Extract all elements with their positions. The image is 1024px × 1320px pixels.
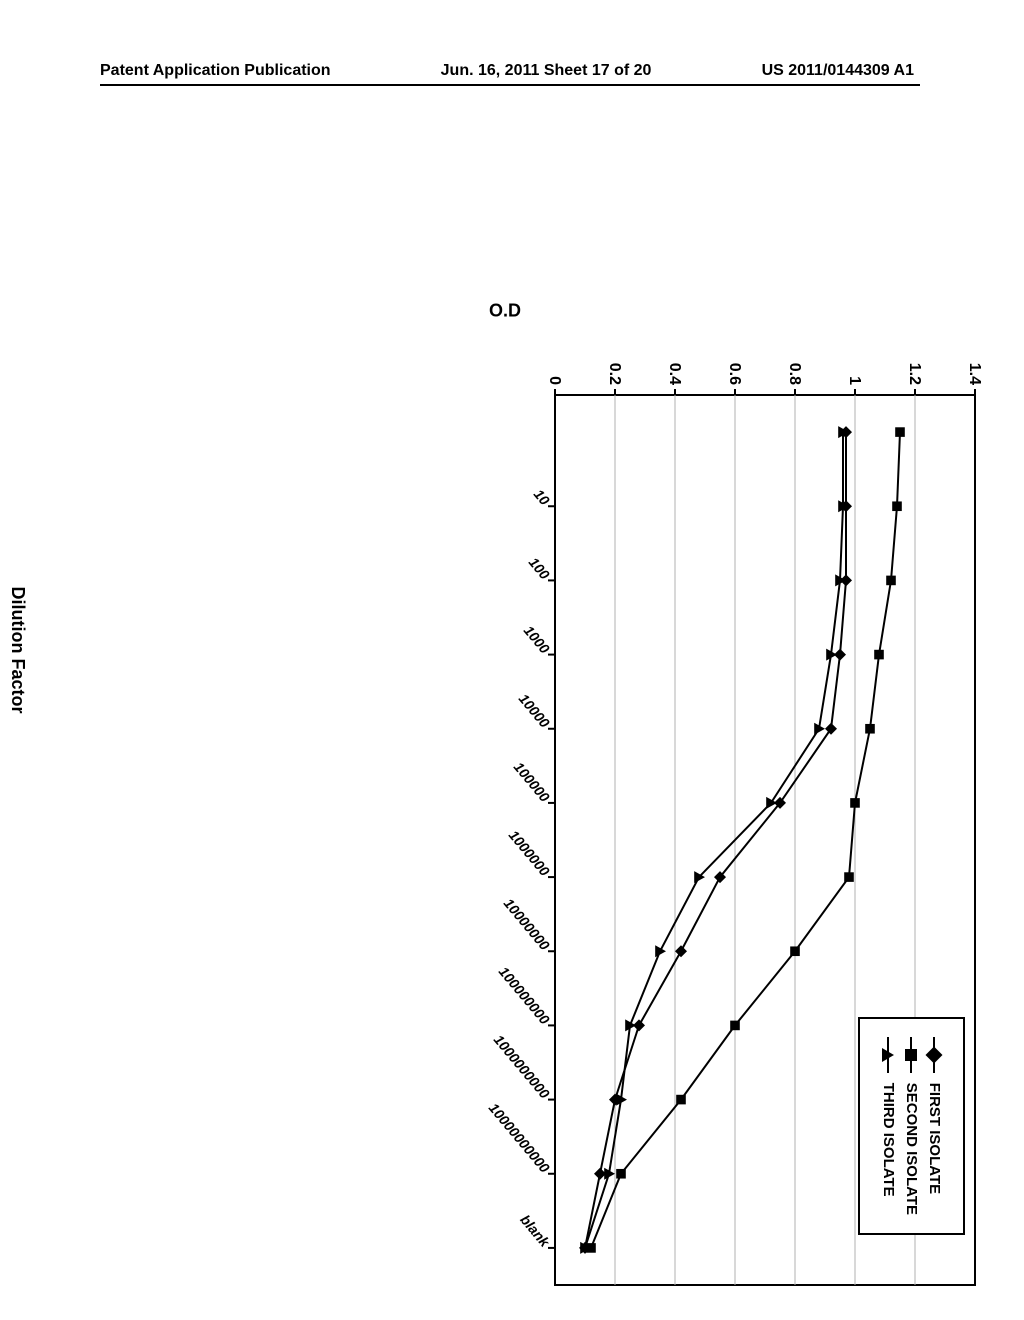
svg-text:100000: 100000 — [511, 759, 553, 805]
svg-text:10000000000: 10000000000 — [486, 1100, 553, 1176]
svg-text:blank: blank — [517, 1212, 554, 1251]
svg-text:1000000: 1000000 — [506, 827, 553, 879]
svg-text:1.2: 1.2 — [906, 363, 923, 385]
triangle-icon — [883, 1048, 895, 1062]
legend-line — [911, 1037, 913, 1073]
svg-text:1000000000: 1000000000 — [491, 1032, 553, 1102]
legend: FIRST ISOLATE SECOND ISOLATE THIRD ISOLA… — [858, 1017, 965, 1235]
svg-text:1.4: 1.4 — [966, 363, 983, 385]
header-rule — [100, 84, 920, 86]
legend-item: FIRST ISOLATE — [926, 1037, 943, 1215]
svg-text:10000: 10000 — [516, 691, 553, 731]
svg-text:0: 0 — [546, 376, 563, 385]
header-left: Patent Application Publication — [100, 62, 331, 80]
legend-label: SECOND ISOLATE — [903, 1083, 920, 1215]
figure-container: 0 0.2 0.4 0.6 0.8 1 1.2 1.4 10 100 1000 10000 100000… — [15, 325, 995, 975]
svg-text:0.2: 0.2 — [606, 363, 623, 385]
svg-text:100: 100 — [526, 554, 553, 582]
header-center: Jun. 16, 2011 Sheet 17 of 20 — [441, 62, 652, 80]
svg-text:10000000: 10000000 — [501, 895, 553, 953]
svg-text:10: 10 — [531, 486, 553, 508]
svg-text:100000000: 100000000 — [496, 963, 553, 1027]
svg-text:1000: 1000 — [521, 622, 553, 656]
svg-text:0.4: 0.4 — [666, 363, 683, 385]
y-axis-label: O.D — [489, 301, 521, 322]
legend-label: FIRST ISOLATE — [926, 1083, 943, 1194]
x-axis-label: Dilution Factor — [7, 587, 28, 714]
square-icon — [906, 1049, 918, 1061]
diamond-icon — [926, 1046, 943, 1063]
legend-line — [934, 1037, 936, 1073]
header-right: US 2011/0144309 A1 — [762, 62, 914, 80]
legend-line — [888, 1037, 890, 1073]
legend-item: THIRD ISOLATE — [880, 1037, 897, 1215]
legend-item: SECOND ISOLATE — [903, 1037, 920, 1215]
svg-text:0.8: 0.8 — [786, 363, 803, 385]
svg-text:1: 1 — [846, 376, 863, 385]
legend-label: THIRD ISOLATE — [880, 1083, 897, 1197]
page-header: Patent Application Publication Jun. 16, … — [0, 62, 1024, 80]
svg-text:0.6: 0.6 — [726, 363, 743, 385]
